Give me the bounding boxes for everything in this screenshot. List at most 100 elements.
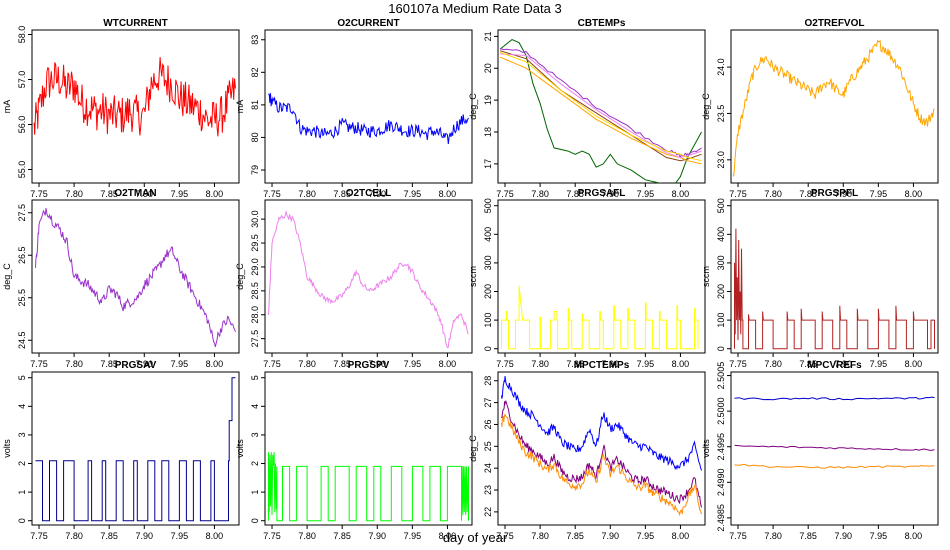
y-tick-label: 2.4985 bbox=[716, 504, 726, 532]
x-tick-label: 7.90 bbox=[136, 531, 154, 541]
x-tick-label: 8.00 bbox=[439, 359, 457, 369]
x-tick-label: 7.95 bbox=[404, 359, 422, 369]
y-axis-label: sccm bbox=[701, 266, 711, 287]
panel-prgsafl: PRGSAFL sccm 7.75 7.80 7.85 7.90 7.95 8.00 0 100 2… bbox=[468, 188, 706, 369]
panel-title: MPCVREFs bbox=[807, 360, 862, 371]
y-tick-label: 500 bbox=[483, 198, 493, 213]
panel-title: O2TMAN bbox=[114, 188, 156, 199]
y-tick-label: 27 bbox=[483, 398, 493, 408]
x-tick-label: 7.75 bbox=[263, 359, 281, 369]
y-axis-label: mA bbox=[2, 100, 12, 114]
y-tick-label: 23.0 bbox=[716, 151, 726, 169]
x-tick-label: 7.95 bbox=[171, 189, 189, 199]
y-tick-label: 5 bbox=[250, 375, 260, 380]
panel-mpcvrefs: MPCVREFs volts 7.75 7.80 7.85 7.90 7.95 8.00 2.4… bbox=[701, 360, 939, 541]
series-line-cb3 bbox=[499, 47, 702, 159]
y-tick-label: 30.0 bbox=[250, 210, 260, 228]
y-tick-label: 100 bbox=[716, 313, 726, 328]
x-tick-label: 7.80 bbox=[531, 531, 549, 541]
x-tick-label: 7.90 bbox=[136, 189, 154, 199]
x-tick-label: 7.90 bbox=[369, 189, 387, 199]
y-tick-label: 200 bbox=[483, 284, 493, 299]
x-tick-label: 7.85 bbox=[333, 189, 351, 199]
x-tick-label: 7.80 bbox=[298, 189, 316, 199]
y-tick-label: 400 bbox=[716, 227, 726, 242]
x-tick-label: 7.90 bbox=[835, 189, 853, 199]
panel-title: MPCTEMPs bbox=[574, 360, 630, 371]
y-tick-label: 57.0 bbox=[17, 71, 27, 89]
x-tick-label: 7.90 bbox=[369, 359, 387, 369]
x-tick-label: 7.80 bbox=[298, 531, 316, 541]
x-tick-label: 7.75 bbox=[30, 359, 48, 369]
x-tick-label: 7.90 bbox=[602, 189, 620, 199]
y-tick-label: 0 bbox=[716, 346, 726, 351]
series-line-o2trefvol bbox=[732, 39, 935, 178]
x-tick-label: 7.85 bbox=[799, 359, 817, 369]
y-tick-label: 400 bbox=[483, 227, 493, 242]
panel-title: O2CURRENT bbox=[337, 18, 399, 29]
panel-cbtemps: CBTEMPs deg_C 7.75 7.80 7.85 7.90 7.95 8.00 17 18… bbox=[468, 18, 706, 199]
x-tick-label: 8.00 bbox=[905, 531, 923, 541]
y-tick-label: 26.5 bbox=[17, 246, 27, 264]
series-line-cb2 bbox=[499, 50, 702, 162]
series-line-mpc2 bbox=[501, 399, 702, 508]
y-axis-label: volts bbox=[701, 439, 711, 458]
y-tick-label: 0 bbox=[17, 518, 27, 523]
y-tick-label: 24.0 bbox=[716, 58, 726, 76]
y-tick-label: 1 bbox=[250, 490, 260, 495]
series-line-prgsav bbox=[35, 377, 236, 522]
y-tick-label: 81 bbox=[250, 100, 260, 110]
y-axis-label: deg_C bbox=[235, 263, 245, 290]
x-tick-label: 7.85 bbox=[333, 359, 351, 369]
plot-frame bbox=[730, 29, 939, 184]
x-tick-label: 7.95 bbox=[404, 531, 422, 541]
x-tick-label: 7.95 bbox=[404, 189, 422, 199]
panel-mpctemps: MPCTEMPs deg_C 7.75 7.80 7.85 7.90 7.95 8.00 22 2… bbox=[468, 360, 706, 541]
x-tick-label: 7.75 bbox=[496, 359, 514, 369]
plot-frame bbox=[31, 199, 240, 354]
y-axis-label: mA bbox=[235, 100, 245, 114]
y-tick-label: 26 bbox=[483, 419, 493, 429]
y-tick-label: 28.0 bbox=[250, 306, 260, 324]
x-tick-label: 7.75 bbox=[729, 359, 747, 369]
x-tick-label: 7.90 bbox=[602, 359, 620, 369]
y-tick-label: 2.4995 bbox=[716, 433, 726, 461]
panel-prgsav: PRGSAV volts 7.75 7.80 7.85 7.90 7.95 8.00 0 1 2 3 4… bbox=[2, 360, 240, 541]
y-tick-label: 83 bbox=[250, 35, 260, 45]
y-tick-label: 0 bbox=[250, 518, 260, 523]
x-tick-label: 8.00 bbox=[206, 189, 224, 199]
y-tick-label: 25 bbox=[483, 441, 493, 451]
y-tick-label: 27.5 bbox=[250, 330, 260, 348]
y-tick-label: 5 bbox=[17, 375, 27, 380]
y-tick-label: 55.0 bbox=[17, 161, 27, 179]
x-tick-label: 8.00 bbox=[905, 359, 923, 369]
x-tick-label: 7.80 bbox=[764, 359, 782, 369]
x-tick-label: 7.80 bbox=[531, 189, 549, 199]
series-line-vref3 bbox=[734, 463, 935, 469]
y-tick-label: 18 bbox=[483, 127, 493, 137]
y-tick-label: 56.0 bbox=[17, 116, 27, 134]
series-line-cb4 bbox=[499, 56, 702, 165]
x-tick-label: 7.95 bbox=[637, 359, 655, 369]
y-tick-label: 0 bbox=[483, 346, 493, 351]
x-tick-label: 7.75 bbox=[30, 531, 48, 541]
x-tick-label: 7.90 bbox=[835, 531, 853, 541]
series-line-o2tcell bbox=[268, 210, 469, 349]
x-tick-label: 8.00 bbox=[672, 189, 690, 199]
page-title: 160107a Medium Rate Data 3 bbox=[388, 1, 562, 16]
panel-title: PRGSAV bbox=[115, 360, 157, 371]
x-tick-label: 8.00 bbox=[206, 531, 224, 541]
plot-frame bbox=[31, 371, 240, 526]
x-tick-label: 8.00 bbox=[672, 531, 690, 541]
panel-o2trefvol: O2TREFVOL deg_C 7.75 7.80 7.85 7.90 7.95 8.00 23… bbox=[701, 18, 939, 199]
x-tick-label: 8.00 bbox=[206, 359, 224, 369]
x-tick-label: 7.75 bbox=[729, 531, 747, 541]
panel-title: O2TCELL bbox=[346, 188, 392, 199]
y-tick-label: 1 bbox=[17, 490, 27, 495]
y-tick-label: 58.0 bbox=[17, 26, 27, 44]
y-tick-label: 17 bbox=[483, 159, 493, 169]
x-tick-label: 7.75 bbox=[496, 189, 514, 199]
y-axis-label: deg_C bbox=[468, 435, 478, 462]
x-tick-label: 7.85 bbox=[566, 531, 584, 541]
